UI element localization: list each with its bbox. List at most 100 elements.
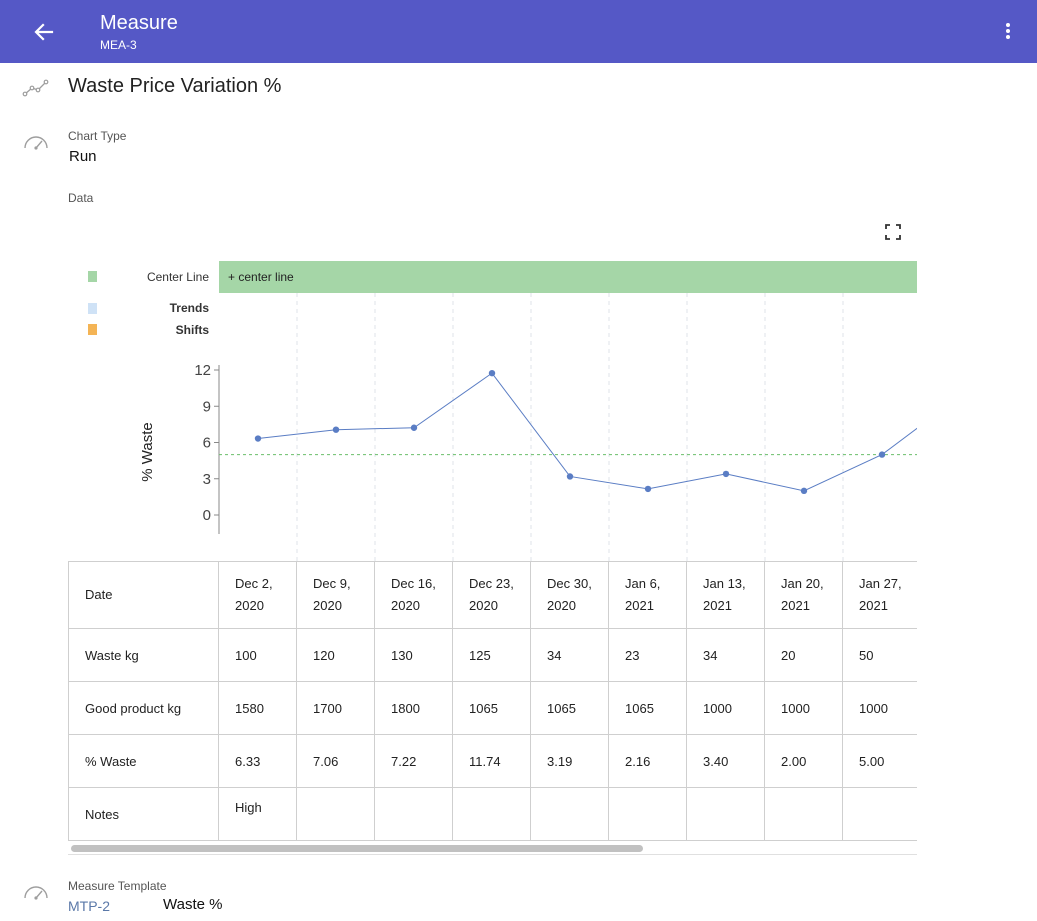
table-cell: Dec 16, 2020 — [374, 561, 453, 629]
chart-type-value: Run — [69, 148, 97, 165]
y-axis-label: % Waste — [139, 422, 156, 481]
table-cell: 1065 — [608, 681, 687, 735]
chart-type-label: Chart Type — [68, 129, 127, 143]
table-cell[interactable] — [608, 787, 687, 841]
back-button[interactable] — [30, 18, 58, 46]
table-cell: Jan 20, 2021 — [764, 561, 843, 629]
data-point[interactable] — [878, 451, 886, 458]
table-cell: 100 — [218, 628, 297, 682]
table-cell[interactable] — [686, 787, 765, 841]
table-cell: 1000 — [686, 681, 765, 735]
table-cell: 120 — [296, 628, 375, 682]
measure-template-link[interactable]: MTP-2 — [68, 898, 110, 914]
table-cell: 1700 — [296, 681, 375, 735]
data-point[interactable] — [410, 424, 418, 431]
table-cell: 130 — [374, 628, 453, 682]
table-cell: 50 — [842, 628, 917, 682]
y-axis-ticks: 0 3 6 9 12 — [194, 362, 219, 524]
row-header: Notes — [68, 787, 219, 841]
table-cell[interactable]: High — [218, 787, 297, 841]
shifts-swatch — [88, 324, 97, 335]
trends-legend-label[interactable]: Trends — [170, 301, 210, 315]
run-chart: + center line Center Line Trends Shifts … — [88, 261, 917, 561]
shifts-legend-label[interactable]: Shifts — [176, 323, 210, 337]
table-cell: Jan 13, 2021 — [686, 561, 765, 629]
row-header: Waste kg — [68, 628, 219, 682]
table-cell: Dec 23, 2020 — [452, 561, 531, 629]
more-vertical-icon — [1006, 23, 1010, 39]
scrollbar-thumb[interactable] — [71, 845, 643, 852]
row-header: Date — [68, 561, 219, 629]
data-point[interactable] — [722, 470, 730, 478]
data-point[interactable] — [488, 369, 496, 377]
gauge-icon — [22, 880, 50, 904]
table-cell: 2.16 — [608, 734, 687, 788]
data-point[interactable] — [800, 487, 808, 495]
center-line-band-text: + center line — [228, 270, 294, 284]
series-line — [257, 372, 917, 492]
waste-kg-row: Waste kg 100 120 130 125 34 23 34 20 50 — [68, 628, 917, 682]
table-cell: 1800 — [374, 681, 453, 735]
table-cell: 125 — [452, 628, 531, 682]
table-cell: 20 — [764, 628, 843, 682]
y-tick-label: 6 — [203, 435, 211, 452]
table-cell: 2.00 — [764, 734, 843, 788]
table-cell[interactable] — [842, 787, 917, 841]
table-cell: 23 — [608, 628, 687, 682]
y-tick-label: 12 — [194, 362, 211, 379]
fullscreen-icon — [885, 224, 901, 240]
y-tick-label: 3 — [203, 471, 211, 488]
y-tick-label: 0 — [203, 507, 211, 524]
page-subtitle: MEA-3 — [100, 38, 137, 52]
center-line-band — [219, 261, 917, 293]
table-cell: 1580 — [218, 681, 297, 735]
percent-waste-row: % Waste 6.33 7.06 7.22 11.74 3.19 2.16 3.40 2.00… — [68, 734, 917, 788]
table-cell: 34 — [686, 628, 765, 682]
data-label: Data — [68, 191, 94, 205]
y-tick-label: 9 — [203, 398, 211, 415]
fullscreen-button[interactable] — [884, 223, 902, 241]
series-points — [254, 369, 886, 495]
measure-template-name: Waste % — [163, 896, 223, 913]
table-cell[interactable] — [374, 787, 453, 841]
data-point[interactable] — [644, 485, 652, 493]
table-cell: 1000 — [764, 681, 843, 735]
table-cell: 1000 — [842, 681, 917, 735]
data-point[interactable] — [566, 473, 574, 480]
table-cell: 3.19 — [530, 734, 609, 788]
row-header: % Waste — [68, 734, 219, 788]
good-product-row: Good product kg 1580 1700 1800 1065 1065 1065 1… — [68, 681, 917, 735]
date-row: Date Dec 2, 2020 Dec 9, 2020 Dec 16, 2020 Dec 2… — [68, 561, 917, 629]
table-cell: Dec 2, 2020 — [218, 561, 297, 629]
center-line-legend-label[interactable]: Center Line — [147, 270, 209, 284]
more-options-button[interactable] — [996, 18, 1020, 46]
center-line-swatch — [88, 271, 97, 282]
table-cell: 3.40 — [686, 734, 765, 788]
table-cell: 5.00 — [842, 734, 917, 788]
table-cell[interactable] — [764, 787, 843, 841]
table-cell: Jan 27, 2021 — [842, 561, 917, 629]
data-point[interactable] — [254, 435, 262, 442]
app-bar: Measure MEA-3 — [0, 0, 1037, 63]
table-cell[interactable] — [530, 787, 609, 841]
row-header: Good product kg — [68, 681, 219, 735]
table-cell: Jan 6, 2021 — [608, 561, 687, 629]
measure-name: Waste Price Variation % — [68, 75, 282, 97]
horizontal-scrollbar[interactable] — [68, 843, 917, 855]
table-cell: 1065 — [452, 681, 531, 735]
table-cell[interactable] — [296, 787, 375, 841]
notes-row: Notes High — [68, 787, 917, 841]
page-title: Measure — [100, 12, 178, 34]
table-cell: Dec 30, 2020 — [530, 561, 609, 629]
table-cell: 6.33 — [218, 734, 297, 788]
measure-template-label: Measure Template — [68, 879, 167, 893]
trend-line-icon — [22, 76, 50, 100]
gauge-icon — [22, 130, 50, 154]
data-point[interactable] — [332, 426, 340, 433]
trends-swatch — [88, 303, 97, 314]
data-table: Date Dec 2, 2020 Dec 9, 2020 Dec 16, 2020 Dec 2… — [68, 561, 917, 841]
table-cell[interactable] — [452, 787, 531, 841]
chart-grid — [296, 293, 844, 561]
table-cell: 7.22 — [374, 734, 453, 788]
arrow-left-icon — [34, 23, 54, 41]
